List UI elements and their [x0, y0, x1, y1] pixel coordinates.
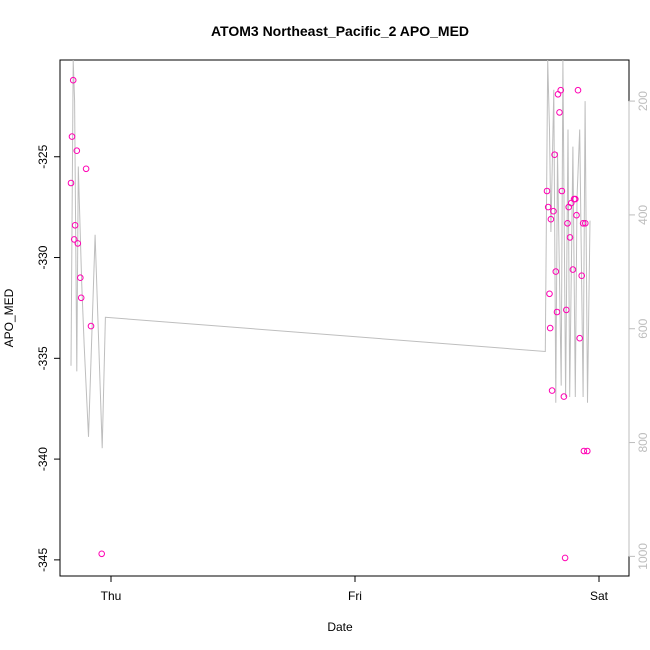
y2-axis: 200 400 600 800 1000 [628, 91, 650, 570]
plot-frame [59, 59, 630, 577]
data-point [546, 324, 554, 332]
x-axis: Thu Fri Sat [101, 575, 609, 603]
data-point [548, 387, 556, 394]
data-point [554, 91, 562, 98]
right-axis-line-layer [70, 59, 591, 449]
data-point [563, 306, 570, 314]
data-point [547, 215, 555, 223]
plot-frame-group [59, 59, 630, 577]
x-axis-label: Date [327, 620, 353, 634]
data-point [558, 187, 566, 195]
data-point [564, 220, 571, 227]
y2-tick-label: 400 [636, 205, 650, 225]
data-point [73, 147, 81, 154]
data-point [544, 203, 552, 211]
data-point [561, 554, 569, 562]
data-point [578, 272, 586, 280]
x-tick-label: Fri [348, 589, 362, 603]
data-point [69, 76, 77, 84]
y-axis: -345 -340 -335 -330 -325 [36, 144, 61, 572]
chart-title: ATOM3 Northeast_Pacific_2 APO_MED [211, 23, 469, 39]
y-tick-label: -340 [36, 447, 50, 471]
points-layer [67, 76, 591, 562]
data-point [560, 393, 568, 400]
x-tick-label: Sat [590, 589, 609, 603]
data-point [582, 220, 589, 227]
data-point [70, 236, 78, 243]
data-point [580, 447, 588, 455]
data-point [556, 109, 563, 116]
data-point [574, 86, 582, 94]
data-point [77, 274, 84, 282]
data-point [579, 220, 587, 227]
x-tick-label: Thu [101, 589, 122, 603]
data-point [573, 211, 580, 219]
data-point [557, 86, 565, 94]
data-point [543, 187, 551, 195]
y-tick-label: -330 [36, 245, 50, 269]
data-point [584, 447, 591, 455]
data-point [87, 322, 95, 330]
data-point [553, 308, 561, 316]
data-point [552, 268, 560, 275]
y2-tick-label: 200 [636, 91, 650, 111]
data-point [569, 266, 577, 273]
data-point [572, 195, 579, 203]
y2-tick-label: 800 [636, 432, 650, 452]
data-point [77, 294, 85, 302]
y-axis-label: APO_MED [2, 288, 16, 347]
data-point [74, 240, 82, 247]
data-point [82, 165, 90, 173]
data-point [68, 133, 76, 140]
data-point [546, 290, 553, 298]
y2-tick-label: 600 [636, 318, 650, 338]
data-point [551, 151, 558, 158]
y-tick-label: -335 [36, 346, 50, 370]
y-tick-label: -345 [36, 548, 50, 572]
y-tick-label: -325 [36, 144, 50, 168]
data-point [98, 550, 105, 558]
data-point [550, 207, 557, 215]
data-point [71, 222, 79, 229]
y2-tick-label: 1000 [636, 543, 650, 570]
data-point [576, 334, 584, 342]
data-point [67, 179, 75, 187]
data-point [566, 234, 574, 241]
series-line [70, 59, 591, 449]
